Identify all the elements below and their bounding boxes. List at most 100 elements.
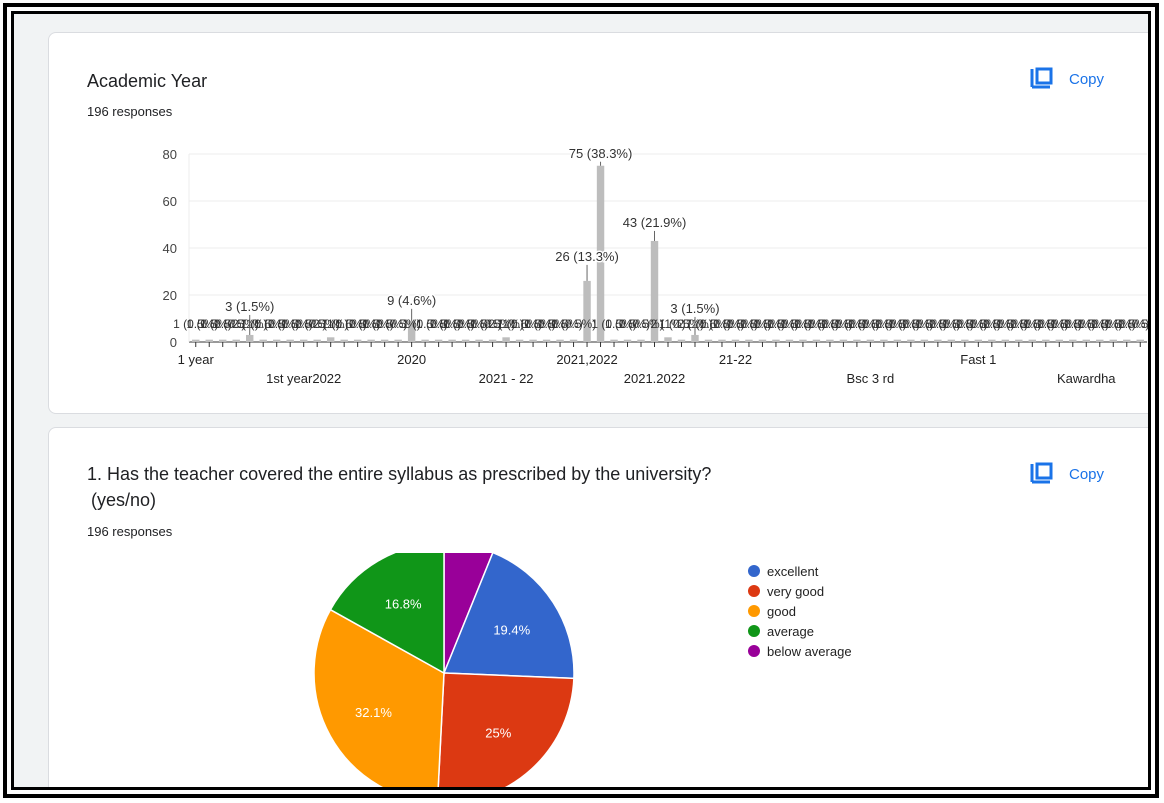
bar (880, 339, 888, 342)
bar (340, 339, 348, 342)
bar (853, 339, 861, 342)
data-label: 1 (0.5%) (1010, 317, 1055, 331)
bar (1028, 339, 1037, 342)
data-label: 1 (0.5%) (740, 317, 785, 331)
screenshot-frame: Academic Year 196 responses Copy 0 20 40 60… (3, 3, 1159, 798)
bar (1096, 339, 1104, 342)
data-label: 1 (0.5%) (726, 317, 771, 331)
data-label: 1 (0.5%) (807, 317, 852, 331)
data-label: 3 (1.5%) (670, 301, 719, 316)
data-label: 1 (0.5%) (780, 317, 825, 331)
bar (610, 339, 618, 342)
data-label: 2 (1%) (488, 317, 523, 331)
legend-swatch (748, 585, 760, 597)
bar (664, 337, 672, 342)
bar (623, 339, 632, 342)
data-label: 1 (0.5%) (996, 317, 1041, 331)
data-label: 9 (4.6%) (387, 293, 436, 308)
data-label: 1 (0.5%) (821, 317, 866, 331)
data-label: 1 (0.5%) (1064, 317, 1109, 331)
bar (758, 339, 767, 342)
data-label: 1 (0.5%) (268, 317, 313, 331)
bar (542, 339, 551, 342)
data-label: 1 (0.5%) (1118, 317, 1151, 331)
x-tick-label: Fast 1 (960, 352, 996, 367)
data-label: 2 (1%) (313, 317, 348, 331)
data-label: 1 (0.5%) (605, 317, 650, 331)
data-label: 1 (0.5%) (1037, 317, 1082, 331)
y-tick-label: 60 (163, 194, 177, 209)
data-label: 1 (0.5%) (281, 317, 326, 331)
data-label: 1 (0.5%) (456, 317, 501, 331)
data-label: 1 (0.5%) (618, 317, 663, 331)
bar (461, 339, 470, 342)
bar (920, 339, 929, 342)
bar (394, 339, 402, 342)
bar (488, 339, 497, 342)
data-label: 1 (0.5%) (295, 317, 340, 331)
data-label: 1 (0.5%) (214, 317, 259, 331)
data-label: 26 (13.3%) (555, 249, 619, 264)
data-label: 1 (0.5%) (591, 317, 636, 331)
bar (718, 339, 726, 342)
bar (246, 334, 254, 342)
legend-label: below average (767, 644, 852, 659)
data-label: 1 (0.5%) (443, 317, 488, 331)
bar (1123, 339, 1131, 342)
bar (219, 339, 227, 342)
data-label: 1 (0.5%) (173, 317, 218, 331)
bar (785, 339, 794, 342)
legend-label: average (767, 624, 814, 639)
data-label: 3 (1.5%) (225, 299, 274, 314)
data-label: 1 (0.5%) (834, 317, 879, 331)
x-tick-label: 1 year (178, 352, 215, 367)
bar (677, 339, 686, 342)
bar (596, 165, 605, 342)
bar (650, 240, 659, 342)
bar (961, 339, 969, 342)
data-label: 1 (0.5%) (699, 317, 744, 331)
x-tick-label: 2021 - 22 (479, 371, 534, 386)
pie-slice-label: 25% (485, 726, 511, 741)
data-label: 1 (0.5%) (1104, 317, 1149, 331)
data-label: 1 (0.5%) (429, 317, 474, 331)
data-label: 1 (0.5%) (321, 317, 366, 331)
data-label: 43 (21.9%) (623, 215, 687, 230)
y-tick-label: 0 (170, 335, 177, 350)
data-label: 1 (0.5%) (1050, 317, 1095, 331)
bar (272, 339, 281, 342)
pie-slice (437, 672, 575, 787)
data-label: 1 (0.5%) (659, 317, 704, 331)
bar (826, 339, 834, 342)
data-label: 1 (0.5%) (1077, 317, 1122, 331)
data-label: 1 (0.5%) (915, 317, 960, 331)
data-label: 1 (0.5%) (524, 317, 569, 331)
bar (299, 339, 308, 342)
bar (1015, 339, 1023, 342)
x-tick-label: 2021,2022 (556, 352, 617, 367)
bar (637, 339, 645, 342)
x-tick-label: Kawardha (1057, 371, 1116, 386)
bar (380, 339, 389, 342)
bar (448, 339, 456, 342)
x-tick-label: Bsc 3 rd (847, 371, 895, 386)
data-label: 1 (0.5%) (848, 317, 893, 331)
copy-button[interactable]: Copy (1029, 67, 1104, 91)
legend-label: excellent (767, 564, 819, 579)
bar (367, 339, 375, 342)
data-label: 1 (0.5%) (200, 317, 245, 331)
data-label: 1 (0.5%) (470, 317, 515, 331)
data-label: 1 (0.5%) (713, 317, 758, 331)
bar (421, 339, 429, 342)
pie-slice-label: 16.8% (385, 596, 422, 611)
x-tick-label: 21-22 (719, 352, 752, 367)
academic-year-card: Academic Year 196 responses Copy 0 20 40 60… (48, 32, 1151, 414)
data-label: 1 (0.5%) (686, 317, 731, 331)
data-label: 1 (0.5%) (902, 317, 947, 331)
bar (839, 339, 848, 342)
data-label: 1 (0.5%) (187, 317, 232, 331)
bar (259, 339, 267, 342)
data-label: 1 (0.5%) (1023, 317, 1068, 331)
copy-button[interactable]: Copy (1029, 462, 1104, 486)
bar (232, 339, 240, 342)
